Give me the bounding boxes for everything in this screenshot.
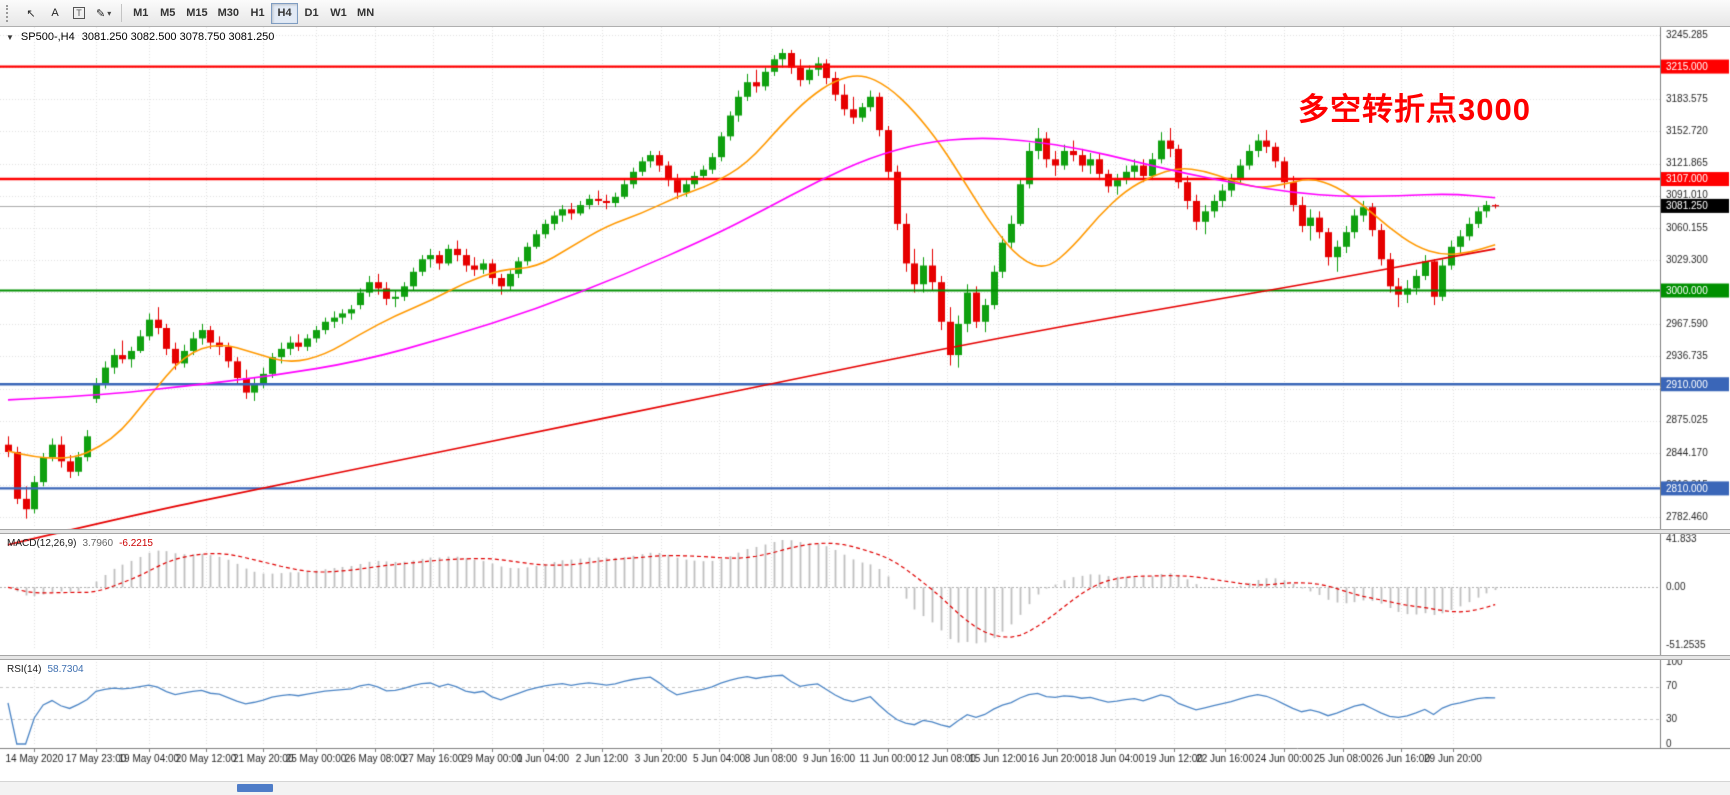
macd-signal-value: -6.2215 — [119, 538, 153, 549]
main-toolbar: ↖ A T ✎ ▾ M1 M5 M15 M30 H1 H4 D1 W1 MN — [0, 0, 1730, 27]
timeframe-button-m5[interactable]: M5 — [154, 3, 181, 24]
timeframe-button-m1[interactable]: M1 — [127, 3, 154, 24]
symbol-period-label: SP500-,H4 — [20, 31, 75, 43]
chevron-down-icon: ▾ — [107, 8, 112, 18]
timeframe-button-h4[interactable]: H4 — [271, 2, 299, 24]
rsi-label: RSI(14) 58.7304 — [7, 664, 84, 675]
timeframe-button-h1[interactable]: H1 — [244, 3, 271, 24]
text-frame-tool-button[interactable]: T — [67, 3, 91, 24]
chart-title: ▼ SP500-,H4 3081.250 3082.500 3078.750 3… — [6, 31, 274, 43]
timeframe-button-m30[interactable]: M30 — [213, 3, 244, 24]
rsi-name: RSI(14) — [7, 664, 42, 675]
timeframe-button-m15[interactable]: M15 — [181, 3, 212, 24]
text-frame-icon: T — [73, 7, 85, 19]
horizontal-scrollbar[interactable] — [0, 781, 1730, 795]
toolbar-separator — [121, 4, 123, 22]
draw-tools-button[interactable]: ✎ ▾ — [91, 3, 116, 24]
macd-name: MACD(12,26,9) — [7, 538, 77, 549]
pencil-icon: ✎ — [96, 7, 106, 20]
macd-label: MACD(12,26,9) 3.7960 -6.2215 — [7, 538, 153, 549]
collapse-triangle-icon[interactable]: ▼ — [6, 32, 14, 42]
text-label-icon: A — [51, 7, 59, 19]
annotation-text[interactable]: 多空转折点3000 — [1298, 92, 1531, 127]
cursor-tool-button[interactable]: ↖ — [19, 3, 43, 24]
horizontal-scrollbar-thumb[interactable] — [237, 784, 273, 792]
text-label-tool-button[interactable]: A — [43, 3, 67, 24]
cursor-icon: ↖ — [26, 7, 36, 20]
panel-splitter-rsi[interactable] — [0, 655, 1730, 660]
timeframe-button-w1[interactable]: W1 — [325, 3, 352, 24]
panel-splitter-macd[interactable] — [0, 529, 1730, 534]
timeframe-button-mn[interactable]: MN — [352, 3, 379, 24]
toolbar-grip-handle[interactable] — [6, 4, 13, 22]
rsi-value: 58.7304 — [47, 664, 84, 675]
macd-main-value: 3.7960 — [82, 538, 114, 549]
timeframe-button-d1[interactable]: D1 — [298, 3, 325, 24]
ohlc-values: 3081.250 3082.500 3078.750 3081.250 — [81, 31, 275, 43]
